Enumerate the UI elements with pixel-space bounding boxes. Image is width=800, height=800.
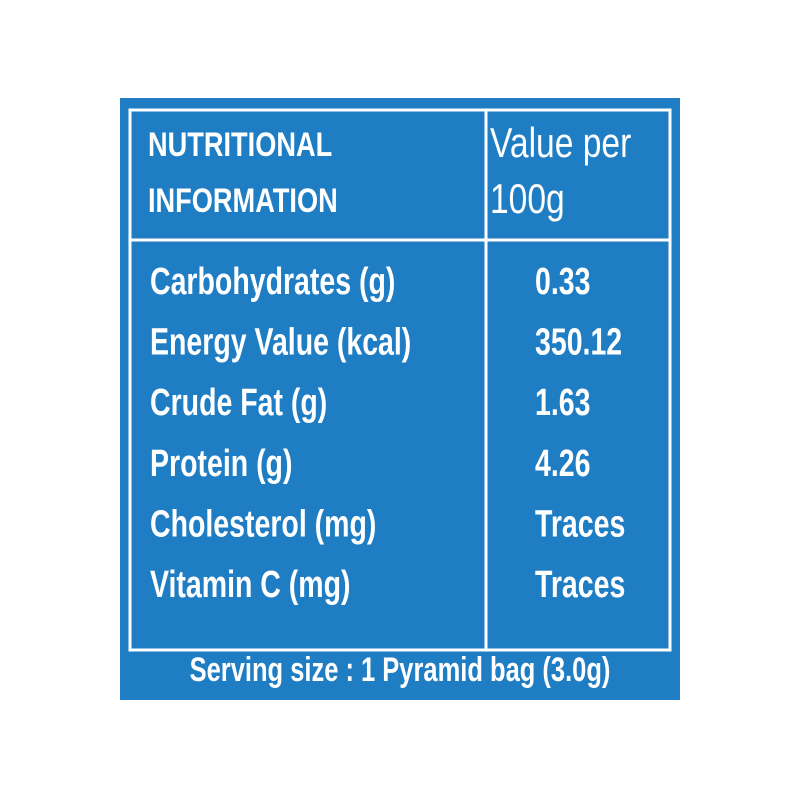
header-value: Value per	[490, 121, 632, 167]
nutrient-value: 0.33	[535, 261, 590, 303]
nutrient-value: Traces	[535, 564, 625, 606]
label-background	[120, 98, 680, 700]
nutrient-name: Energy Value (kcal)	[150, 322, 411, 364]
nutrient-name: Cholesterol (mg)	[150, 504, 376, 546]
header-title: INFORMATION	[148, 181, 338, 220]
serving-size: Serving size : 1 Pyramid bag (3.0g)	[190, 652, 611, 689]
nutrient-name: Crude Fat (g)	[150, 382, 327, 424]
nutrient-name: Carbohydrates (g)	[150, 261, 395, 303]
nutrient-value: 1.63	[535, 382, 590, 424]
nutrient-value: 350.12	[535, 322, 622, 364]
header-title: NUTRITIONAL	[148, 125, 332, 164]
table-border	[128, 108, 672, 652]
nutrient-value: Traces	[535, 504, 625, 546]
nutrient-value: 4.26	[535, 443, 590, 485]
nutrient-name: Protein (g)	[150, 443, 292, 485]
header-value: 100g	[490, 177, 565, 223]
nutrient-name: Vitamin C (mg)	[150, 564, 351, 606]
